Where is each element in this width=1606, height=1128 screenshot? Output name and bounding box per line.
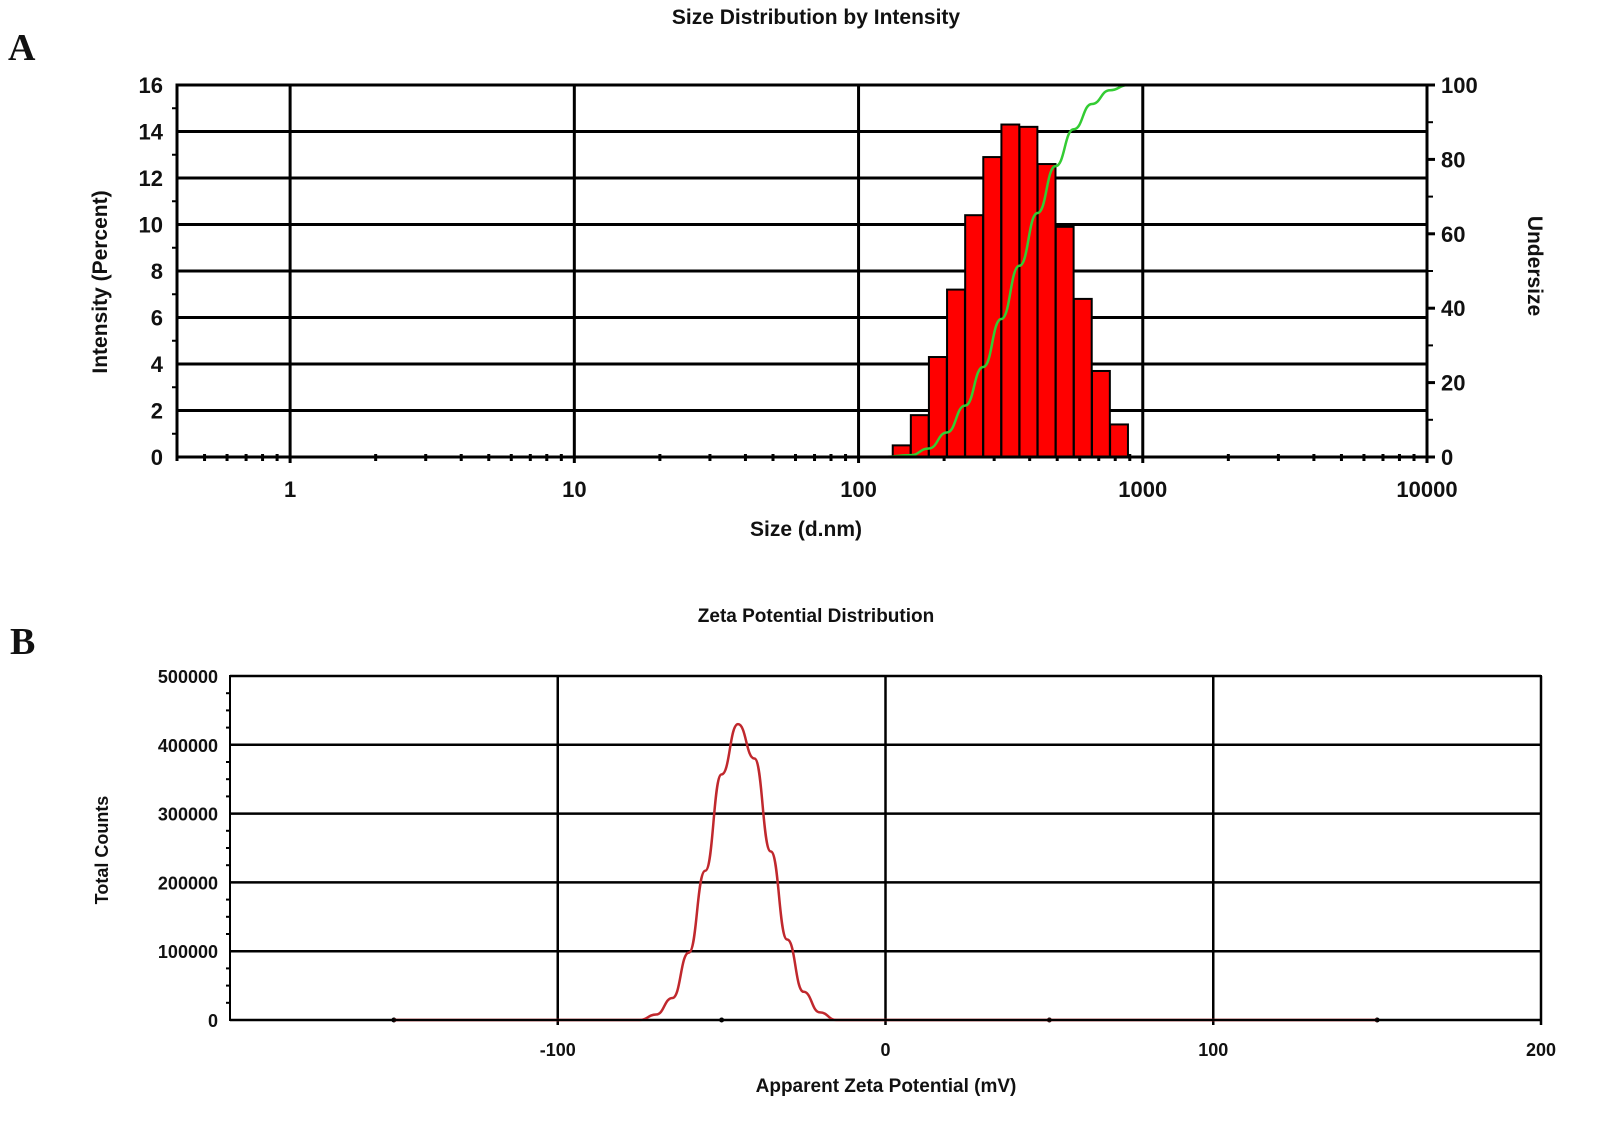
intensity-bar	[1036, 163, 1057, 459]
y2-tick-label: 0	[1441, 445, 1453, 470]
y-tick-label: 0	[208, 1011, 218, 1031]
x-tick-label: 100	[840, 477, 877, 502]
chart-b-title: Zeta Potential Distribution	[698, 606, 934, 627]
zeta-potential-line	[393, 722, 1378, 1022]
chart-b-xlabel: Apparent Zeta Potential (mV)	[756, 1076, 1017, 1097]
chart-a-xlabel: Size (d.nm)	[750, 518, 862, 541]
intensity-bar	[964, 214, 985, 458]
y-tick-label: 6	[151, 306, 163, 331]
x-tick-label: 1	[284, 477, 296, 502]
y2-tick-label: 60	[1441, 222, 1465, 247]
x-tick-label: 10000	[1396, 477, 1457, 502]
y-tick-label: 10	[139, 213, 163, 238]
y-tick-label: 400000	[158, 736, 218, 756]
panel-label-b: B	[10, 621, 35, 663]
y2-tick-label: 40	[1441, 296, 1465, 321]
y-tick-label: 500000	[158, 667, 218, 687]
x-tick-label: 200	[1526, 1040, 1556, 1060]
y2-tick-label: 20	[1441, 371, 1465, 396]
intensity-bar	[1054, 225, 1075, 458]
x-tick-label: 10	[562, 477, 586, 502]
chart-b-plot: 0 100000 200000 300000 400000 500000 -100 0 100 2…	[158, 667, 1556, 1060]
x-tick-label: 100	[1198, 1040, 1228, 1060]
y-tick-label: 100000	[158, 942, 218, 962]
chart-a-ylabel: Intensity (Percent)	[89, 190, 112, 373]
y-tick-label: 2	[151, 399, 163, 424]
y-tick-label: 12	[139, 166, 163, 191]
x-tick-label: -100	[540, 1040, 576, 1060]
panel-label-a: A	[8, 27, 36, 69]
intensity-bar	[1090, 369, 1111, 459]
intensity-bar	[982, 156, 1003, 458]
y-tick-label: 4	[151, 352, 164, 377]
y-tick-label: 300000	[158, 805, 218, 825]
chart-b-ylabel: Total Counts	[92, 796, 112, 905]
y-tick-label: 0	[151, 445, 163, 470]
y-tick-label: 8	[151, 259, 163, 284]
chart-a-title: Size Distribution by Intensity	[672, 6, 961, 29]
x-tick-label: 1000	[1118, 477, 1167, 502]
intensity-bar	[1018, 125, 1039, 458]
y-tick-label: 16	[139, 73, 163, 98]
chart-a-y2label: Undersize	[1523, 216, 1546, 316]
chart-a-plot: 0 2 4 6 8 10 12 14 16 0 20 40 60 80 100 1 10 100 1000 10000	[139, 73, 1478, 502]
y2-tick-label: 100	[1441, 73, 1478, 98]
x-tick-label: 0	[880, 1040, 890, 1060]
y2-tick-label: 80	[1441, 147, 1465, 172]
intensity-bar	[1072, 297, 1093, 458]
plot-frame	[229, 675, 1542, 1021]
y-tick-label: 14	[139, 120, 164, 145]
intensity-bar	[1109, 423, 1129, 459]
y-tick-label: 200000	[158, 873, 218, 893]
plot-frame	[175, 83, 1429, 459]
